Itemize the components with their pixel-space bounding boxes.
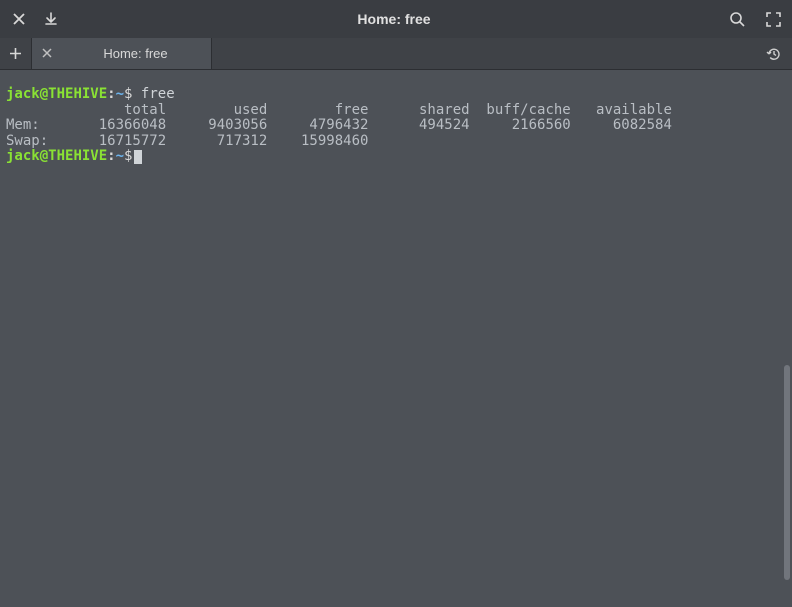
search-icon[interactable] [728,10,746,28]
prompt-host: THEHIVE [48,86,107,102]
tab-close-icon[interactable] [42,46,52,61]
history-icon[interactable] [756,38,792,69]
titlebar-left [10,10,60,28]
prompt-colon: : [107,148,115,164]
window-title: Home: free [60,11,728,27]
tabbar-spacer [212,38,756,69]
prompt-user: jack [6,86,40,102]
output-row-mem: Mem: 16366048 9403056 4796432 494524 216… [6,117,672,133]
scrollbar[interactable] [784,365,790,580]
tab-home-free[interactable]: Home: free [32,38,212,69]
command-text: free [141,86,175,102]
tab-label: Home: free [70,46,201,61]
new-tab-button[interactable] [0,38,32,69]
prompt-user: jack [6,148,40,164]
prompt-colon: : [107,86,115,102]
prompt-host: THEHIVE [48,148,107,164]
output-row-swap: Swap: 16715772 717312 15998460 [6,133,368,149]
prompt-at: @ [40,148,48,164]
terminal-viewport[interactable]: jack@THEHIVE:~$ free total used free sha… [0,70,792,607]
prompt-at: @ [40,86,48,102]
prompt-path: ~ [116,86,124,102]
cursor [134,150,142,164]
prompt-char: $ [124,148,132,164]
titlebar: Home: free [0,0,792,38]
prompt-path: ~ [116,148,124,164]
fullscreen-icon[interactable] [764,10,782,28]
close-icon[interactable] [10,10,28,28]
prompt-char: $ [124,86,132,102]
tabbar: Home: free [0,38,792,70]
terminal-window: Home: free Home: free jack@THEHIVE:~$ fr… [0,0,792,607]
download-icon[interactable] [42,10,60,28]
output-header: total used free shared buff/cache availa… [6,102,672,118]
titlebar-right [728,10,782,28]
